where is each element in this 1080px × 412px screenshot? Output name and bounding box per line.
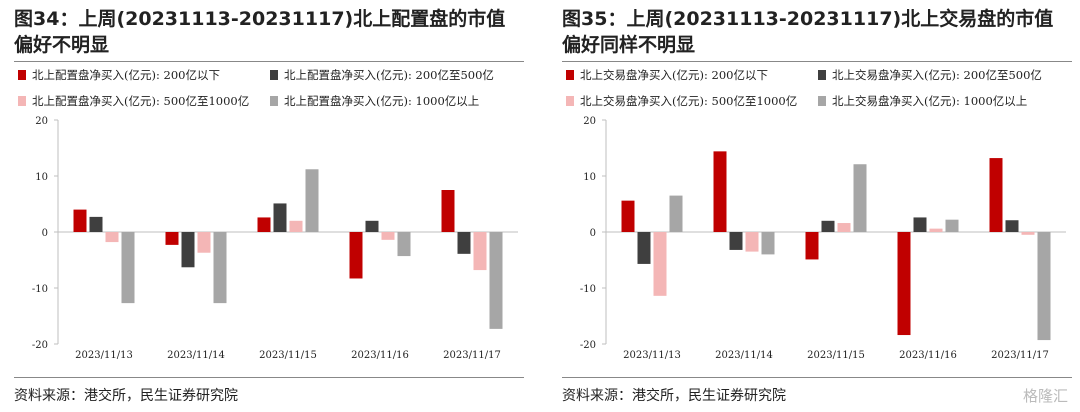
x-tick-label: 2023/11/13 [623,350,681,361]
legend-label: 北上交易盘净买入(亿元): 500亿至1000亿 [580,94,798,108]
bar [73,209,87,232]
bar [397,232,411,257]
x-tick-label: 2023/11/16 [899,350,957,361]
source-divider [14,377,524,378]
legend-swatch-2 [270,70,278,80]
bar [1037,232,1051,341]
legend-label: 北上交易盘净买入(亿元): 200亿以下 [580,68,768,82]
bar [1021,232,1035,235]
legend-swatch-3 [566,96,574,106]
bar [289,220,303,232]
chart-title: 图34：上周(20231113-20231117)北上配置盘的市值偏好不明显 [14,8,506,56]
bar [729,232,743,250]
bar [989,158,1003,232]
bar [637,232,651,264]
legend-label: 北上配置盘净买入(亿元): 500亿至1000亿 [32,94,250,108]
bar [489,232,503,329]
y-tick-label: -20 [580,340,596,351]
bar [853,164,867,232]
legend-swatch-1 [566,70,574,80]
title-divider [14,61,524,62]
bar [1005,220,1019,232]
bar [105,232,119,243]
legend-swatch-3 [18,96,26,106]
legend-label: 北上交易盘净买入(亿元): 1000亿以上 [832,94,1028,108]
bar-chart-right: -20 -10 0 10 20 2023/11/13 2023/11/14 2023/11/1… [580,116,1066,361]
bar [945,219,959,232]
bar [745,232,759,252]
x-tick-label: 2023/11/13 [75,350,133,361]
bar [897,232,911,336]
y-tick-label: 0 [42,228,48,239]
bar [621,200,635,232]
bar [913,217,927,232]
y-tick-label: -10 [580,284,596,295]
legend-label: 北上配置盘净买入(亿元): 200亿以下 [32,68,220,82]
bar [165,232,179,245]
bar [305,169,319,232]
bar-chart-left: -20 -10 0 10 20 2023/11/13 2023/11/14 2023/11/1… [32,116,518,361]
x-tick-label: 2023/11/17 [443,350,501,361]
legend-label: 北上配置盘净买入(亿元): 1000亿以上 [284,94,480,108]
x-tick-label: 2023/11/14 [167,350,225,361]
legend-label: 北上交易盘净买入(亿元): 200亿至500亿 [832,68,1042,82]
bar [821,220,835,232]
source-divider [562,377,1072,378]
chart-panel-right: 图35：上周(20231113-20231117)北上交易盘的市值偏好同样不明显… [548,0,1078,412]
bar [929,228,943,232]
legend-item: 北上配置盘净买入(亿元): 200亿至500亿 [270,68,494,82]
watermark-logo: 格隆汇 [1022,387,1068,405]
legend-item: 北上交易盘净买入(亿元): 200亿至500亿 [818,68,1042,82]
bar [473,232,487,271]
y-tick-label: 10 [583,172,596,183]
y-tick-label: 20 [583,116,596,127]
bar [349,232,363,279]
y-tick-label: 0 [590,228,596,239]
bar [441,190,455,232]
chart-source: 资料来源：港交所，民生证券研究院 [14,388,238,404]
title-divider [562,61,1072,62]
bar [805,232,819,260]
chart-source: 资料来源：港交所，民生证券研究院 [562,388,786,404]
bar [713,151,727,232]
bar [457,232,471,254]
x-tick-label: 2023/11/15 [807,350,865,361]
legend-item: 北上交易盘净买入(亿元): 500亿至1000亿 [566,94,797,108]
legend-item: 北上配置盘净买入(亿元): 1000亿以上 [270,94,479,108]
y-tick-label: 20 [35,116,48,127]
x-tick-label: 2023/11/16 [351,350,409,361]
y-tick-label: 10 [35,172,48,183]
bar [761,232,775,255]
bar [381,232,395,240]
bar [669,195,683,232]
x-tick-label: 2023/11/15 [259,350,317,361]
legend-swatch-4 [818,96,826,106]
bar [89,216,103,232]
bar [181,232,195,268]
y-tick-label: -20 [32,340,48,351]
bar [837,223,851,232]
chart-panel-left: 图34：上周(20231113-20231117)北上配置盘的市值偏好不明显 北… [0,0,530,412]
bar [653,232,667,296]
bar [257,217,271,232]
legend-item: 北上配置盘净买入(亿元): 500亿至1000亿 [18,94,249,108]
x-tick-label: 2023/11/14 [715,350,773,361]
legend-swatch-1 [18,70,26,80]
legend-label: 北上配置盘净买入(亿元): 200亿至500亿 [284,68,494,82]
legend-item: 北上交易盘净买入(亿元): 1000亿以上 [818,94,1027,108]
bar [213,232,227,304]
legend-item: 北上交易盘净买入(亿元): 200亿以下 [566,68,768,82]
legend-swatch-4 [270,96,278,106]
bar [121,232,135,304]
bar [365,220,379,232]
bar [197,232,211,253]
legend-item: 北上配置盘净买入(亿元): 200亿以下 [18,68,220,82]
bar [273,203,287,232]
legend-swatch-2 [818,70,826,80]
y-tick-label: -10 [32,284,48,295]
chart-title: 图35：上周(20231113-20231117)北上交易盘的市值偏好同样不明显 [562,8,1054,56]
x-tick-label: 2023/11/17 [991,350,1049,361]
